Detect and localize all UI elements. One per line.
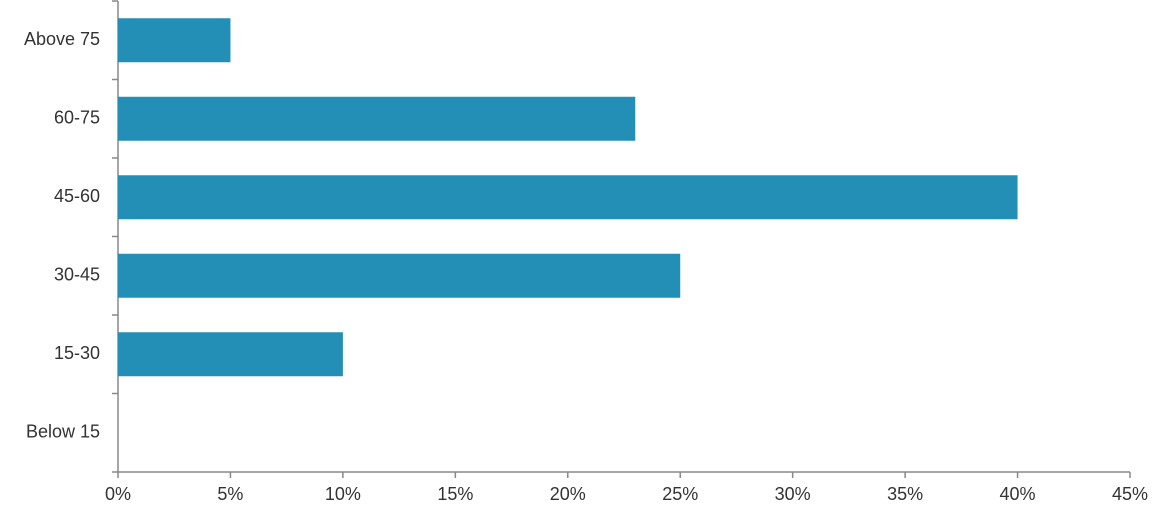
y-tick-label: Above 75 bbox=[24, 29, 100, 49]
x-tick-label: 20% bbox=[550, 484, 586, 504]
bar bbox=[118, 96, 636, 141]
bar bbox=[118, 175, 1018, 220]
bar bbox=[118, 332, 343, 377]
y-tick-label: 15-30 bbox=[54, 343, 100, 363]
bar bbox=[118, 253, 681, 298]
x-tick-label: 30% bbox=[775, 484, 811, 504]
x-tick-label: 25% bbox=[662, 484, 698, 504]
x-tick-label: 10% bbox=[325, 484, 361, 504]
x-tick-label: 0% bbox=[105, 484, 131, 504]
y-tick-label: 60-75 bbox=[54, 108, 100, 128]
bar bbox=[118, 18, 231, 63]
y-tick-label: 30-45 bbox=[54, 265, 100, 285]
x-tick-label: 45% bbox=[1112, 484, 1148, 504]
x-tick-label: 40% bbox=[1000, 484, 1036, 504]
x-tick-label: 35% bbox=[887, 484, 923, 504]
x-tick-label: 15% bbox=[437, 484, 473, 504]
y-tick-label: 45-60 bbox=[54, 186, 100, 206]
x-tick-label: 5% bbox=[217, 484, 243, 504]
y-tick-label: Below 15 bbox=[26, 422, 100, 442]
